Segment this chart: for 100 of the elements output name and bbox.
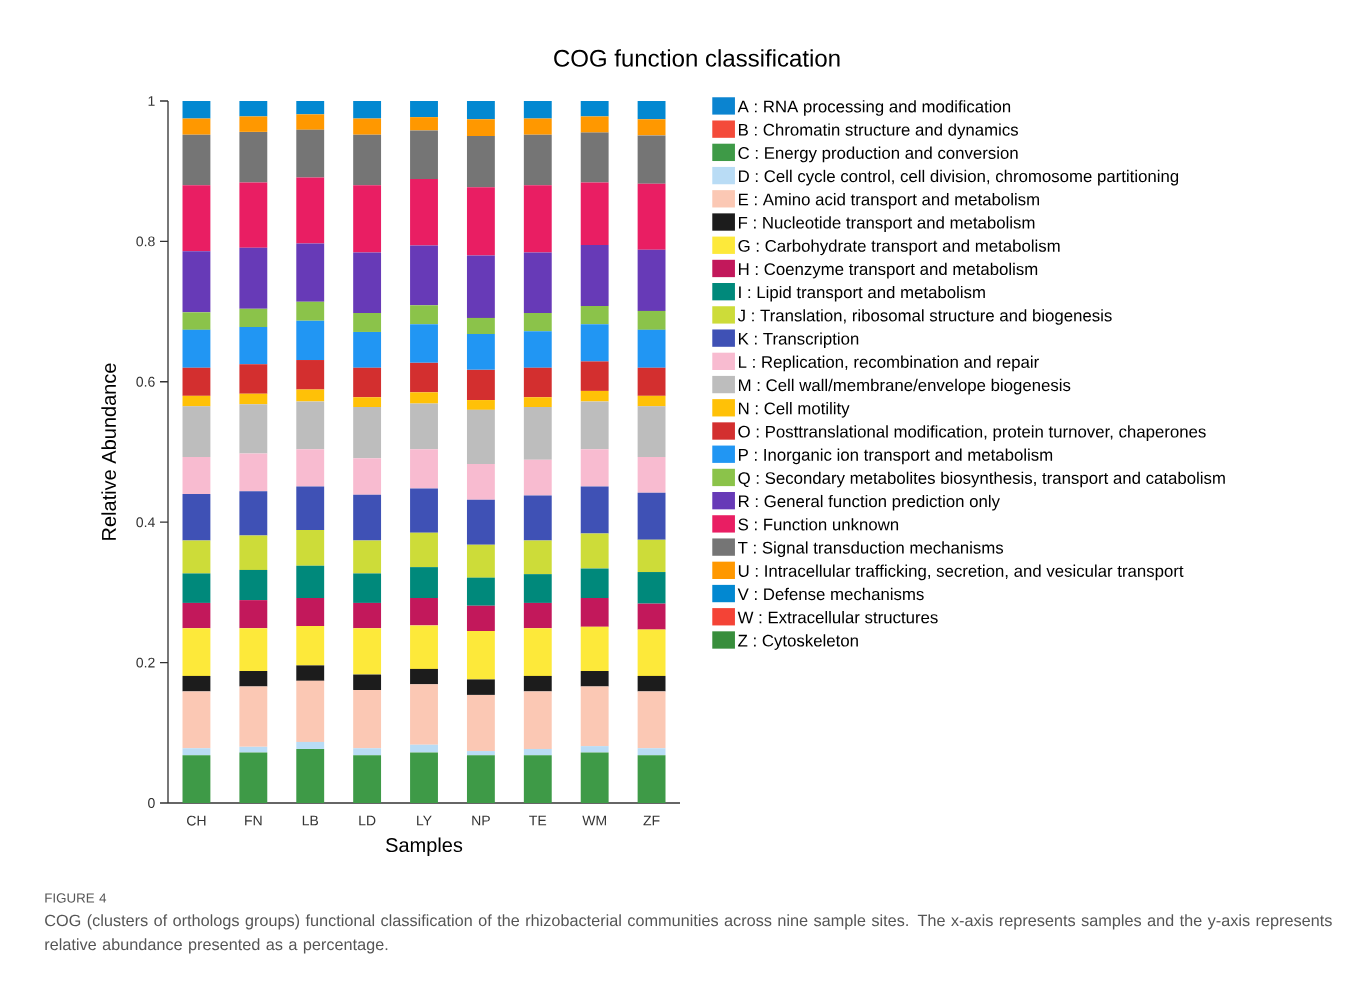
bar	[296, 529, 325, 566]
bar	[296, 680, 325, 742]
bar	[466, 369, 495, 401]
bar	[296, 100, 325, 115]
bar	[466, 317, 495, 335]
legend-label: Q : Secondary metabolites biosynthesis, transport and catabolism	[738, 471, 1225, 488]
bar	[353, 134, 382, 186]
legend-label: P : Inorganic ion transport and metabolism	[738, 448, 1053, 465]
bar	[580, 746, 609, 753]
bar	[296, 741, 325, 749]
bar	[182, 602, 211, 629]
bar	[182, 134, 211, 186]
bar	[466, 255, 495, 318]
bar	[410, 130, 438, 179]
bar	[580, 116, 609, 133]
chart-title: COG function classification	[554, 49, 840, 67]
bar	[182, 456, 211, 495]
bar	[637, 406, 666, 457]
bar	[182, 494, 211, 541]
y-tick-label: 0.4	[136, 517, 155, 528]
y-tick-label: 1	[148, 96, 155, 106]
legend-label: D : Cell cycle control, cell division, chromosome partitioning	[738, 169, 1179, 186]
legend-label: E : Amino acid transport and metabolism	[738, 193, 1039, 209]
legend-label: L : Replication, recombination and repair	[738, 355, 1039, 372]
bar	[580, 305, 609, 325]
bar	[182, 312, 211, 330]
bar	[182, 691, 211, 749]
bar	[523, 331, 552, 368]
x-tick-label: LB	[302, 815, 319, 826]
bar	[410, 567, 438, 599]
bar	[637, 100, 666, 120]
bar	[580, 598, 609, 627]
bar	[239, 393, 268, 405]
bar	[182, 185, 211, 252]
bar	[296, 243, 325, 302]
bar	[637, 691, 666, 749]
bar	[296, 177, 325, 244]
legend-label: J : Translation, ribosomal structure and biogenesis	[737, 309, 1112, 325]
bar	[410, 625, 438, 669]
legend-label: C : Energy production and conversion	[738, 146, 1018, 163]
bar	[523, 755, 552, 803]
bar	[466, 136, 495, 188]
caption: FIGURE 4	[45, 893, 107, 903]
bar	[296, 565, 325, 599]
bar	[239, 327, 268, 365]
bar	[296, 114, 325, 130]
bar	[637, 183, 666, 250]
bar	[239, 628, 268, 672]
bar	[182, 540, 211, 574]
bar	[637, 492, 666, 540]
bar	[239, 453, 268, 492]
bar	[637, 367, 666, 396]
bar	[296, 449, 325, 487]
legend-label: N : Cell motility	[738, 402, 850, 418]
bar	[637, 572, 666, 604]
bar	[523, 134, 552, 186]
bar	[182, 329, 211, 368]
x-tick-label: WM	[582, 815, 606, 826]
bar	[410, 245, 438, 306]
bar	[182, 406, 211, 457]
bar	[410, 752, 438, 803]
bar	[239, 404, 268, 454]
bar	[637, 456, 666, 493]
bar	[353, 313, 382, 332]
bar	[466, 631, 495, 680]
bar	[410, 668, 438, 685]
bar	[239, 491, 268, 536]
bar	[410, 598, 438, 626]
bar	[182, 675, 211, 692]
bar	[353, 252, 382, 313]
x-tick-label: TE	[529, 815, 547, 826]
bar	[580, 100, 609, 117]
bar	[353, 494, 382, 541]
legend-label: G : Carbohydrate transport and metabolism	[738, 239, 1060, 256]
bar	[239, 752, 268, 803]
bar	[239, 100, 268, 117]
bar	[353, 185, 382, 253]
bar	[410, 392, 438, 404]
bar	[296, 748, 325, 803]
bar	[466, 694, 495, 752]
bar	[523, 100, 552, 119]
bar	[353, 674, 382, 690]
bar	[239, 182, 268, 248]
bar	[353, 458, 382, 495]
legend-label: A : RNA processing and modification	[737, 100, 1011, 116]
bar	[353, 367, 382, 398]
bar	[523, 691, 552, 749]
legend-label: V : Defense mechanisms	[737, 587, 924, 601]
bar	[182, 100, 211, 119]
bar	[410, 532, 438, 568]
bar	[410, 362, 438, 393]
bar	[296, 626, 325, 666]
bar	[353, 748, 382, 756]
bar	[466, 400, 495, 410]
bar	[637, 675, 666, 692]
bar	[296, 320, 325, 361]
x-tick-label: LY	[417, 815, 432, 826]
y-tick-label: 0	[148, 798, 155, 808]
bar	[466, 751, 495, 756]
legend-label: O : Posttranslational modification, protein turnover, chaperones	[738, 425, 1206, 441]
